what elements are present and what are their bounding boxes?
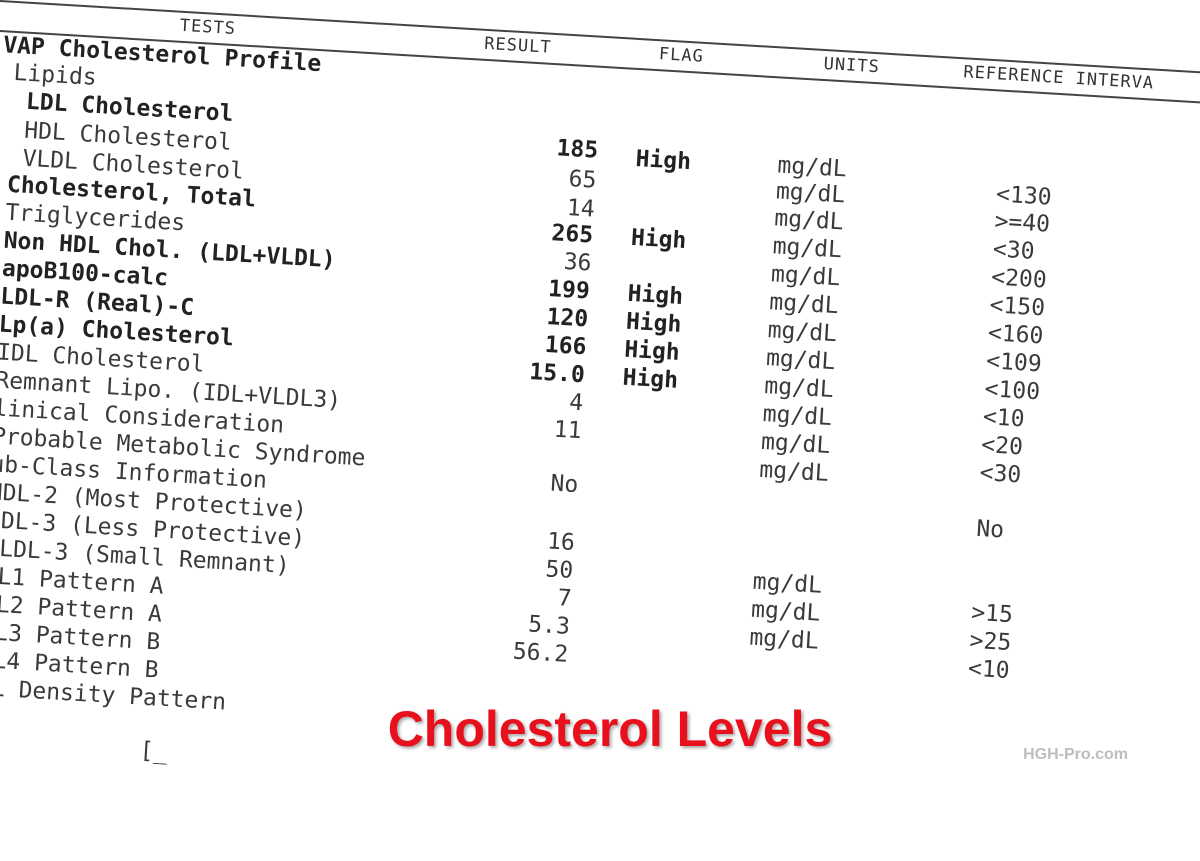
flag-value: High xyxy=(623,336,681,366)
result-value: 50 xyxy=(544,556,574,584)
unit-value: mg/dL xyxy=(748,624,820,655)
result-value: 199 xyxy=(547,276,591,305)
header-result: RESULT xyxy=(483,33,553,58)
unit-value: mg/dL xyxy=(752,568,823,599)
unit-value: mg/dL xyxy=(767,317,838,348)
result-value: 65 xyxy=(567,166,598,194)
result-value: 185 xyxy=(555,135,599,164)
unit-value: mg/dL xyxy=(763,373,835,404)
image-caption: Cholesterol Levels xyxy=(387,701,833,757)
result-value: 7 xyxy=(556,585,573,612)
result-value: 166 xyxy=(544,331,588,361)
header-tests: TESTS xyxy=(179,15,237,40)
result-value: 15.0 xyxy=(528,359,586,389)
result-value: 11 xyxy=(553,416,583,445)
header-flag: FLAG xyxy=(658,44,705,67)
unit-value: mg/dL xyxy=(775,178,846,209)
result-value: 5.3 xyxy=(527,611,571,640)
unit-value: mg/dL xyxy=(760,428,832,460)
unit-value: mg/dL xyxy=(762,400,833,432)
unit-value: mg/dL xyxy=(773,205,845,236)
flag-value: High xyxy=(621,364,679,394)
row-label: Lipids xyxy=(12,59,98,91)
result-value: 16 xyxy=(546,528,576,557)
header-units: UNITS xyxy=(823,53,881,78)
unit-value: mg/dL xyxy=(758,456,830,487)
site-watermark: HGH-Pro.com xyxy=(1023,746,1128,763)
unit-value: mg/dL xyxy=(771,233,843,264)
flag-value: High xyxy=(625,308,683,338)
flag-value: High xyxy=(626,280,684,311)
unit-value: mg/dL xyxy=(750,596,822,627)
result-value: 265 xyxy=(550,220,594,249)
flag-value: High xyxy=(634,146,692,176)
result-value: 4 xyxy=(568,389,584,417)
unit-value: mg/dL xyxy=(776,152,848,183)
unit-value: mg/dL xyxy=(770,261,841,292)
result-value: 36 xyxy=(562,248,593,277)
result-value: No xyxy=(549,470,580,499)
flag-value: High xyxy=(630,224,688,255)
result-value: 56.2 xyxy=(512,638,569,668)
result-value: 120 xyxy=(545,303,589,333)
unit-value: mg/dL xyxy=(768,289,840,320)
unit-value: mg/dL xyxy=(765,345,837,376)
